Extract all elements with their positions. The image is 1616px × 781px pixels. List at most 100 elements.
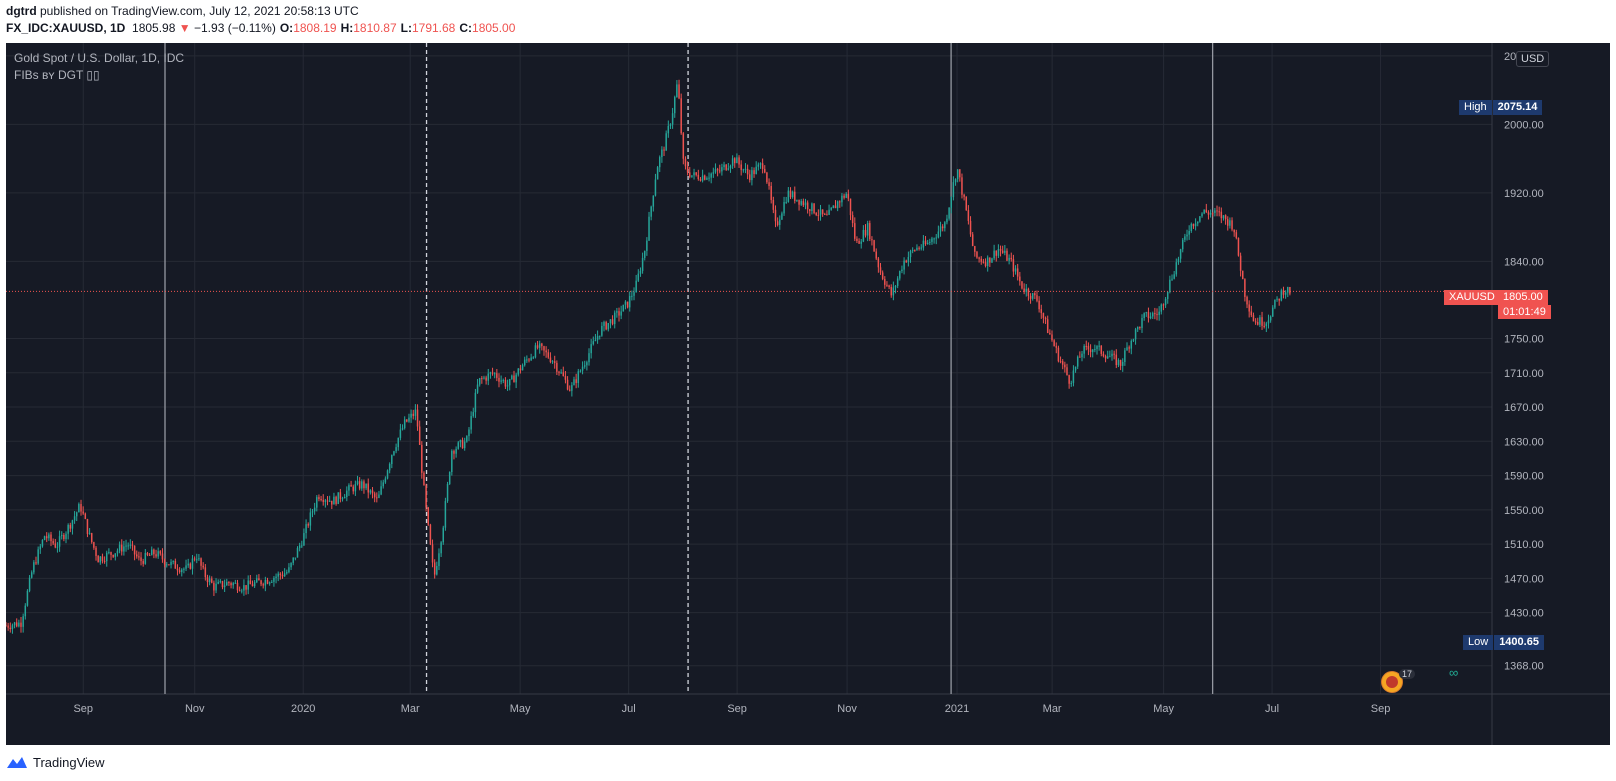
candle <box>982 261 985 263</box>
candle <box>697 174 700 180</box>
candle <box>230 583 232 586</box>
candle <box>562 372 565 377</box>
candle <box>1019 276 1021 282</box>
candle <box>491 372 494 374</box>
candle <box>1083 345 1085 354</box>
candle <box>67 524 69 534</box>
candle <box>869 223 871 240</box>
candle <box>813 203 815 214</box>
candle <box>54 543 57 548</box>
candle <box>193 558 196 560</box>
candle <box>412 413 414 416</box>
candle <box>118 544 121 551</box>
x-tick-label: Nov <box>185 703 205 715</box>
candle <box>371 490 374 494</box>
candle <box>1252 315 1255 322</box>
candle <box>1160 304 1163 312</box>
candle <box>708 177 710 179</box>
candle <box>734 158 736 164</box>
candle <box>120 544 123 552</box>
candle <box>416 409 419 427</box>
candle <box>423 472 425 486</box>
candle <box>258 578 260 581</box>
candle <box>1205 209 1208 213</box>
candle <box>890 286 892 296</box>
candle <box>22 616 24 627</box>
candle <box>551 361 554 363</box>
candle <box>592 341 595 345</box>
candle <box>20 622 22 627</box>
candle <box>952 182 955 198</box>
indicator-legend[interactable]: FIBs ʙʏ DGT ▯▯ <box>14 68 100 82</box>
candle <box>1053 340 1055 347</box>
candle <box>526 359 528 361</box>
candle <box>403 419 406 429</box>
candle <box>926 242 929 245</box>
candle <box>326 500 329 502</box>
candle <box>1261 317 1263 326</box>
candle <box>80 504 82 512</box>
x-tick-label: Nov <box>837 703 857 715</box>
candle <box>841 195 843 203</box>
candle <box>541 343 543 347</box>
candle <box>725 164 727 170</box>
candle <box>363 481 365 489</box>
candle <box>391 455 393 464</box>
candle <box>862 229 865 242</box>
candle <box>740 164 742 170</box>
candle <box>671 113 674 125</box>
candle <box>1006 250 1008 261</box>
y-tick-label: 1670.00 <box>1504 402 1544 414</box>
candle <box>187 563 189 566</box>
candle <box>442 527 445 543</box>
candle <box>633 292 635 296</box>
candle <box>821 209 824 214</box>
candle <box>946 218 948 223</box>
candle <box>1042 313 1045 318</box>
candle <box>759 163 762 165</box>
currency-badge[interactable]: USD <box>1516 51 1550 67</box>
candle <box>496 373 498 378</box>
candle <box>172 560 174 562</box>
low-label: L: <box>400 21 412 35</box>
candle <box>1231 220 1233 230</box>
price-chart[interactable]: 1368.00 1430.00 1470.00 1510.00 1550.00 1590.… <box>6 43 1610 745</box>
economic-events-icon[interactable]: 17 <box>1381 669 1416 693</box>
candle <box>974 246 976 252</box>
candle <box>753 170 755 174</box>
candle <box>1207 212 1210 215</box>
candle <box>517 368 520 375</box>
candle <box>335 496 337 504</box>
candle <box>523 359 526 366</box>
candle <box>969 220 972 235</box>
candle <box>1044 317 1047 320</box>
candle <box>9 627 12 630</box>
candle <box>1141 318 1143 329</box>
candle <box>294 557 297 559</box>
y-tick-label: 1430.00 <box>1504 608 1544 620</box>
candle <box>704 175 706 180</box>
candle <box>873 240 875 252</box>
tradingview-logo-icon[interactable] <box>6 755 28 769</box>
candle <box>1066 367 1068 376</box>
candle <box>1179 249 1182 259</box>
candle <box>333 496 335 505</box>
candle <box>1287 287 1289 293</box>
candle <box>566 379 569 390</box>
candle <box>483 377 485 379</box>
candle <box>941 226 944 229</box>
candle <box>1211 212 1214 214</box>
footer-brand[interactable]: TradingView <box>33 754 105 770</box>
candle <box>71 520 74 529</box>
candle <box>105 552 108 562</box>
candle <box>669 124 672 126</box>
candle <box>909 250 912 258</box>
candle <box>127 545 129 547</box>
candle <box>457 442 460 449</box>
chart-area[interactable]: 1368.00 1430.00 1470.00 1510.00 1550.00 1590.… <box>6 43 1610 745</box>
dividends-icon[interactable]: ∞ <box>1449 665 1459 680</box>
candle <box>1177 258 1180 263</box>
candle <box>438 553 440 567</box>
candle <box>676 84 678 98</box>
candle <box>768 182 770 187</box>
